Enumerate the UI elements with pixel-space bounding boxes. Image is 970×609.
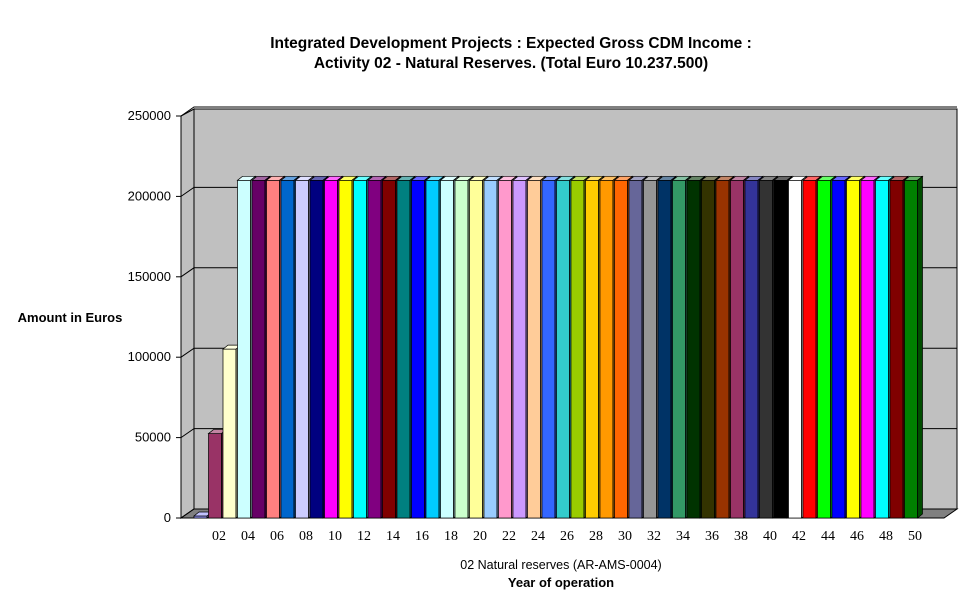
bar-front [831,179,846,519]
bar-front [599,179,614,519]
bar-front [657,179,672,519]
x-axis-label: Year of operation [508,575,614,590]
bar-side [917,175,923,519]
bar-front [744,179,759,519]
bar-front [208,433,222,519]
x-tick-label: 06 [270,529,284,544]
x-tick-label: 42 [792,529,806,544]
x-tick-label: 40 [763,529,777,544]
bar-front [396,179,411,519]
bar-front [353,179,367,519]
bar-front [556,179,570,519]
x-tick-label: 24 [531,529,545,544]
bar-front [512,179,527,519]
bar-front [672,179,686,519]
bar-front [309,179,324,519]
x-tick-label: 14 [386,529,400,544]
bar-front [367,179,382,519]
x-tick-label: 30 [618,529,632,544]
bar-front [483,179,498,519]
y-tick-label: 200000 [128,188,171,203]
x-tick-label: 44 [821,529,835,544]
x-tick-label: 12 [357,529,371,544]
bar-front [846,179,860,519]
x-tick-label: 08 [299,529,313,544]
bar-front [425,179,440,519]
bar-front [570,179,585,519]
x-tick-label: 04 [241,529,255,544]
y-tick-label: 50000 [135,430,171,445]
bar-front [701,179,715,519]
y-tick-label: 0 [164,510,171,525]
chart-title-line-1: Integrated Development Projects : Expect… [270,35,751,52]
bar-front [904,179,918,519]
x-axis-sublabel: 02 Natural reserves (AR-AMS-0004) [460,558,661,572]
x-tick-label: 22 [502,529,516,544]
x-tick-label: 28 [589,529,603,544]
bar-front [860,179,875,519]
bar-front [338,179,353,519]
bar-front [237,179,251,519]
bar-front [643,179,657,519]
bar-front [541,179,556,519]
x-tick-label: 20 [473,529,487,544]
chart-title-line-2: Activity 02 - Natural Reserves. (Total E… [314,55,708,72]
y-tick-label: 100000 [128,349,171,364]
bar-front [324,179,338,519]
y-tick-label: 150000 [128,269,171,284]
x-tick-label: 34 [676,529,690,544]
bar-front [469,179,483,519]
bar-front [498,179,512,519]
bar-front [614,179,628,519]
bar-front [773,179,788,519]
bar-front [295,179,309,519]
gridline [180,106,957,117]
bar-front [251,179,266,519]
x-tick-label: 48 [879,529,893,544]
bar-front [454,179,469,519]
bar-front [628,179,643,519]
x-tick-label: 50 [908,529,922,544]
bar-front [788,179,802,519]
bar-front [382,179,396,519]
x-tick-label: 10 [328,529,342,544]
x-tick-label: 16 [415,529,429,544]
bar-front [759,179,773,519]
bar-front [875,179,889,519]
x-tick-label: 26 [560,529,574,544]
bar-front [411,179,425,519]
bar-front [730,179,744,519]
y-axis-label: Amount in Euros [18,310,123,325]
bar-front [817,179,831,519]
x-tick-label: 46 [850,529,864,544]
bar-front [889,179,904,519]
bar-front [585,179,599,519]
x-tick-label: 32 [647,529,661,544]
bar-front [222,348,237,519]
bar-front [280,179,295,519]
bar-front [527,179,541,519]
bar-front [266,179,280,519]
x-tick-label: 18 [444,529,458,544]
y-tick-label: 250000 [128,108,171,123]
bar-front [802,179,817,519]
bar-front [686,179,701,519]
plot-area: 0 50000 100000 150000 200000 250000 02 04 06 08 10… [128,106,959,544]
left-wall [180,108,195,519]
bar-front [715,179,730,519]
bar-front [440,179,454,519]
x-tick-label: 38 [734,529,748,544]
x-tick-label: 02 [212,529,226,544]
x-tick-label: 36 [705,529,719,544]
